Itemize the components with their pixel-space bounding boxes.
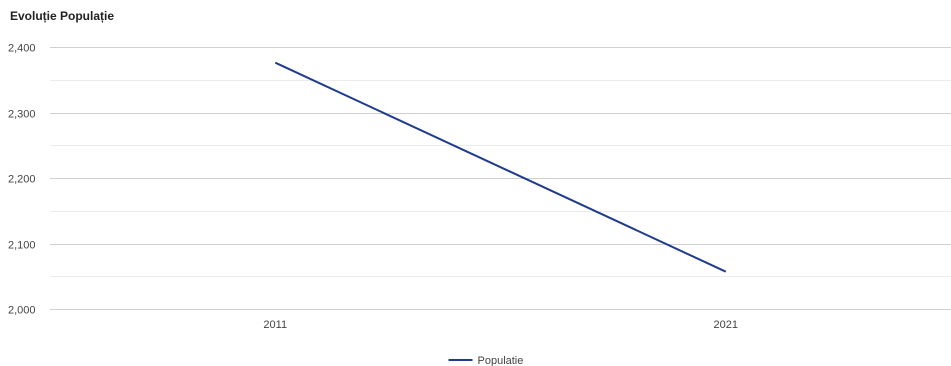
y-axis-ticks: 2,000 2,100 2,200 2,300 2,400: [8, 43, 36, 317]
legend[interactable]: Populatie: [448, 355, 524, 366]
x-tick-label: 2021: [714, 319, 738, 331]
y-tick-label: 2,000: [8, 305, 36, 317]
series-group: [274, 61, 727, 273]
y-tick-label: 2,100: [8, 240, 36, 252]
y-tick-label: 2,400: [8, 43, 36, 55]
chart-title: Evoluție Populație: [10, 9, 115, 23]
series-line-populatie[interactable]: [274, 61, 727, 273]
x-tick-label: 2011: [263, 319, 287, 331]
x-axis-ticks: 2011 2021: [263, 319, 738, 331]
grid-lines: [50, 47, 951, 310]
legend-label: Populatie: [478, 355, 524, 366]
y-tick-label: 2,200: [8, 174, 36, 186]
y-tick-label: 2,300: [8, 109, 36, 121]
